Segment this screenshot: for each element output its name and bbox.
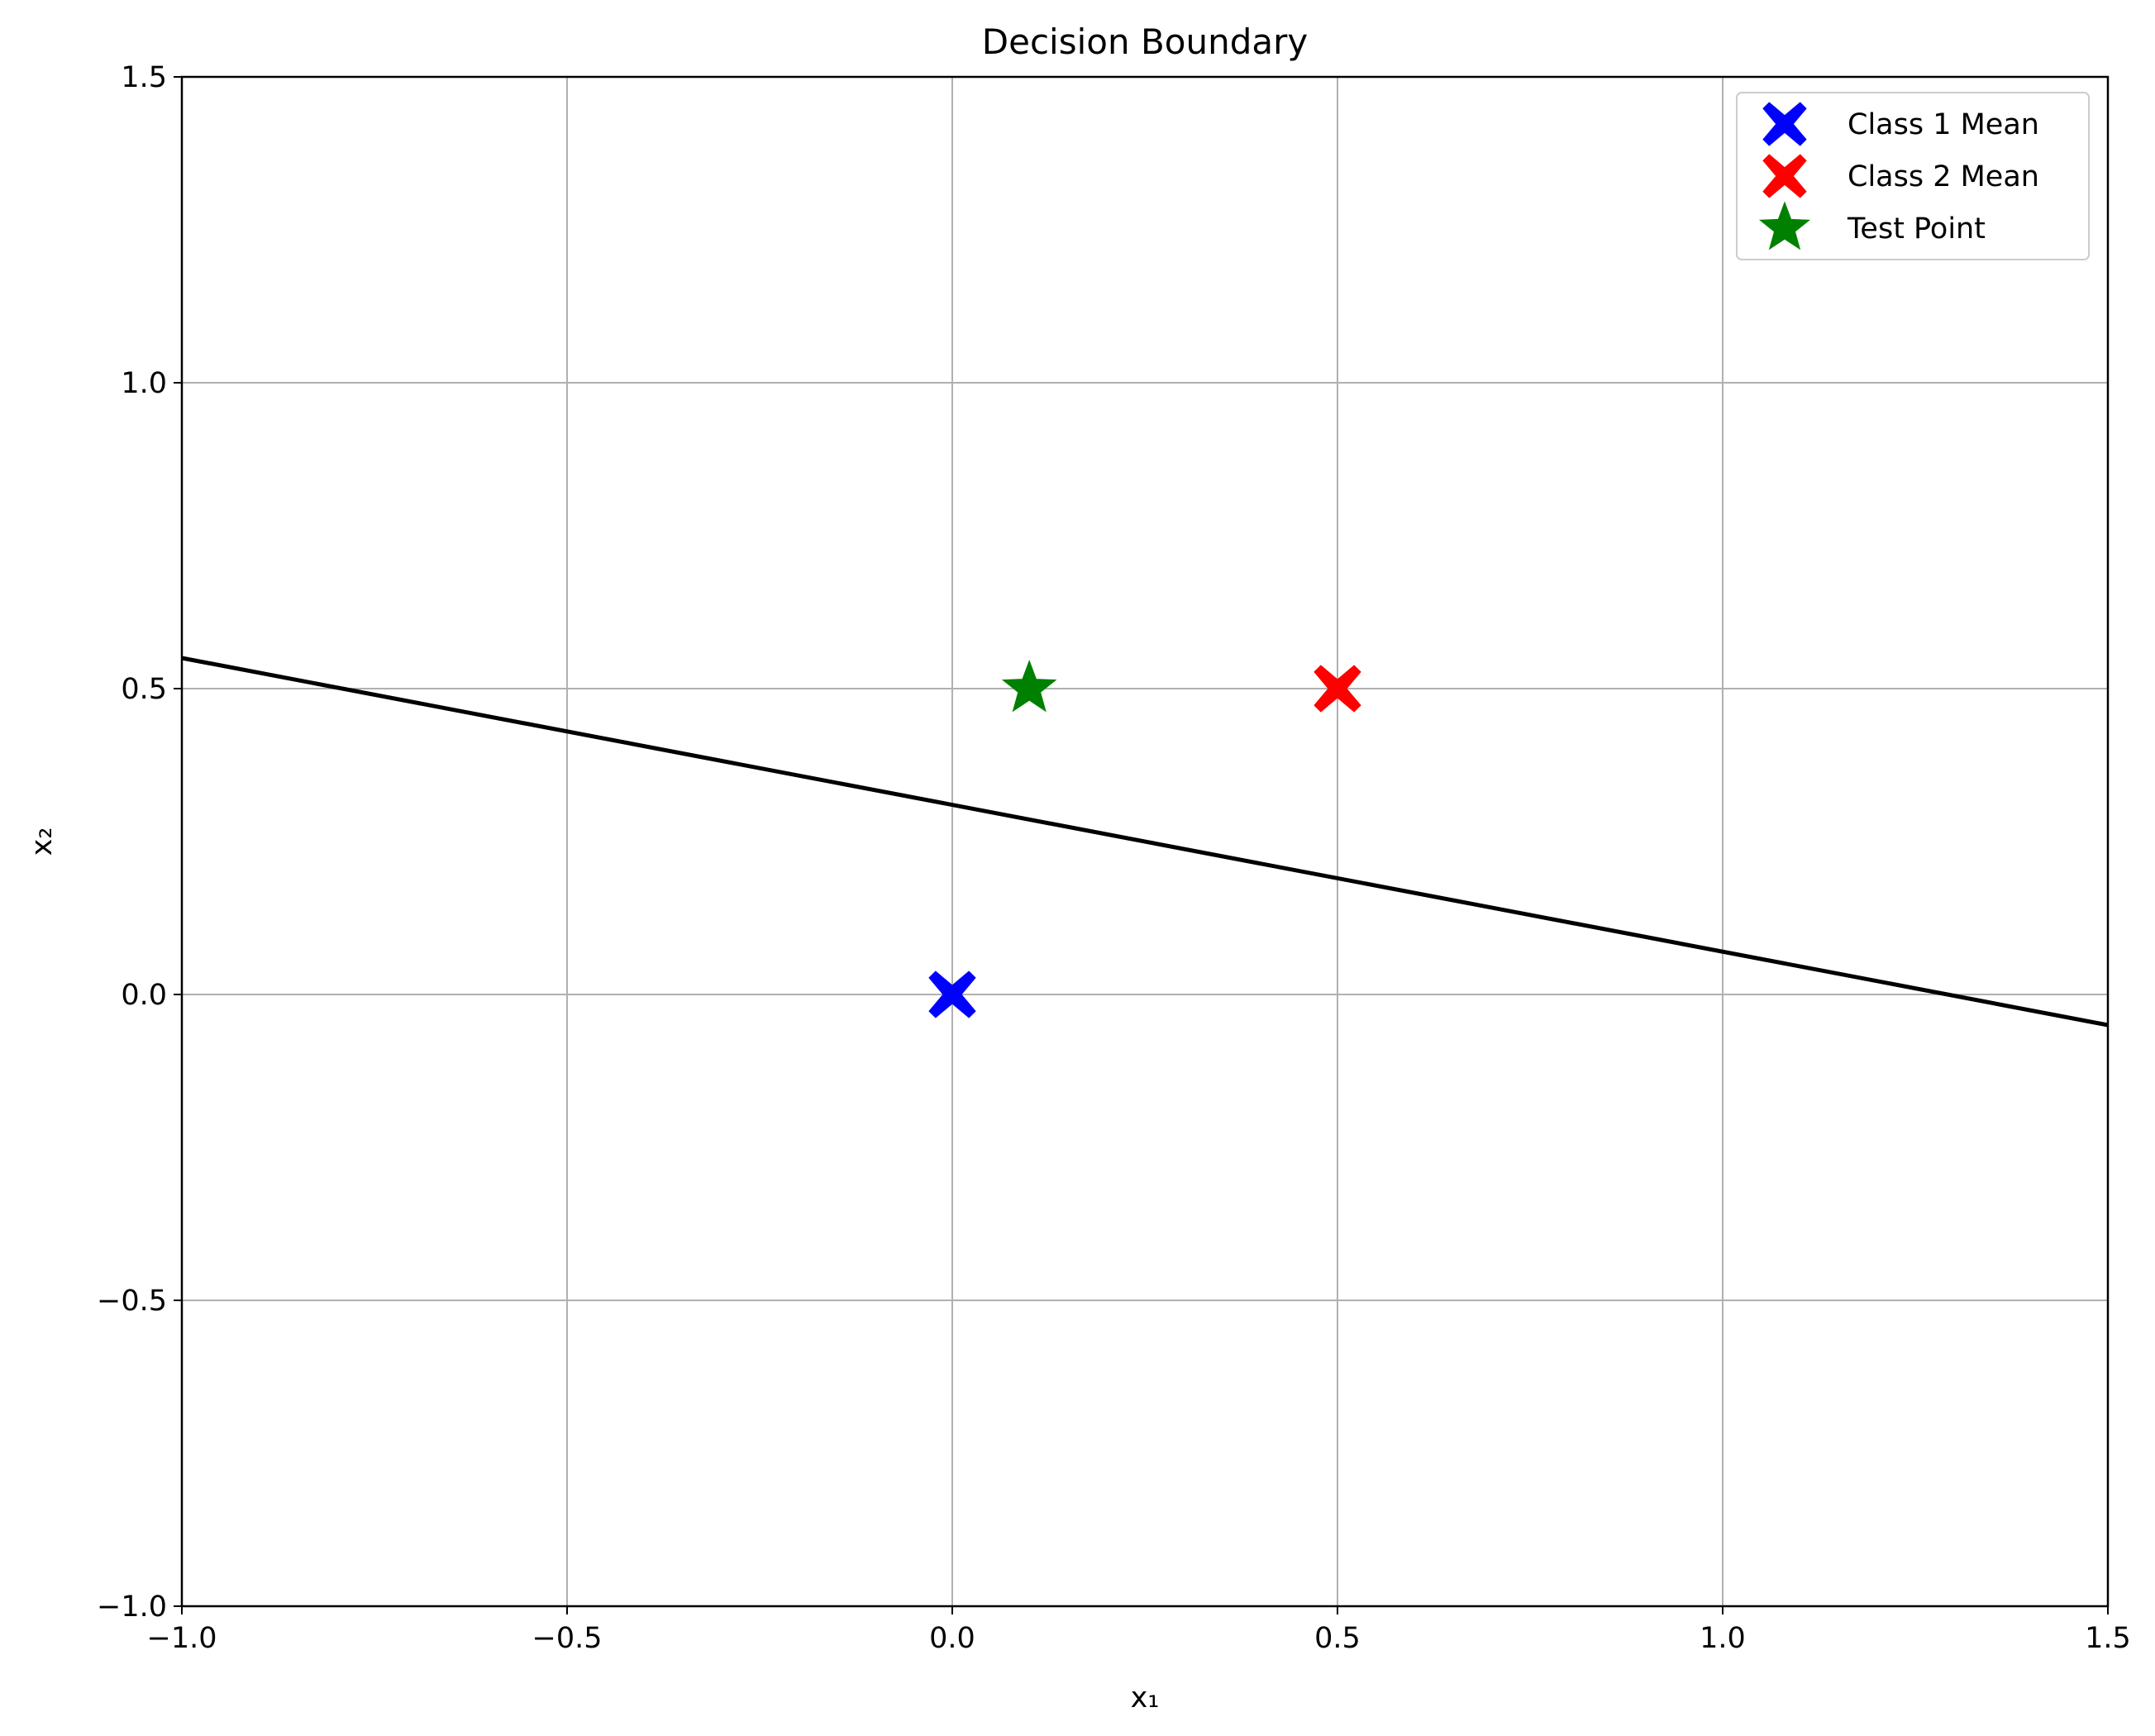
legend-marker-2: [1758, 201, 1811, 250]
y-tick-label-4: 1.0: [121, 367, 167, 400]
point-series-1-0: [1314, 665, 1361, 713]
x-axis-ticks: −1.0 −0.5 0.0 0.5 1.0 1.5: [147, 1606, 2131, 1655]
markers: [928, 659, 1361, 1018]
point-series-0-0: [928, 971, 976, 1018]
chart-title: Decision Boundary: [982, 21, 1308, 62]
y-tick-label-5: 1.5: [121, 61, 167, 94]
boundary-layer: [181, 656, 2109, 1028]
y-axis-title: x₂: [26, 827, 59, 856]
y-tick-label-0: −1.0: [97, 1591, 167, 1624]
x-tick-label-4: 1.0: [1700, 1622, 1746, 1655]
x-tick-label-3: 0.5: [1314, 1622, 1361, 1655]
grid: [181, 76, 2109, 1607]
point-series-2-0: [1001, 659, 1057, 713]
legend-label-1: Class 2 Mean: [1847, 160, 2039, 193]
legend-marker-0: [1762, 102, 1807, 146]
y-tick-label-3: 0.5: [121, 673, 167, 706]
legend-label-0: Class 1 Mean: [1847, 108, 2039, 141]
x-tick-label-2: 0.0: [929, 1622, 975, 1655]
plot-frame: [180, 75, 2110, 1608]
legend: Class 1 Mean Class 2 Mean Test Point: [1736, 92, 2090, 260]
legend-frame: [1736, 92, 2090, 260]
legend-label-2: Test Point: [1847, 212, 1986, 246]
x-tick-label-1: −0.5: [532, 1622, 603, 1655]
x-tick-label-5: 1.5: [2085, 1622, 2131, 1655]
decision-boundary-line: [181, 656, 2109, 1028]
legend-marker-1: [1762, 154, 1807, 198]
x-axis-title: x₁: [1131, 1681, 1160, 1715]
y-tick-label-1: −0.5: [97, 1285, 167, 1318]
y-axis-ticks: −1.0 −0.5 0.0 0.5 1.0 1.5: [97, 61, 182, 1624]
x-tick-label-0: −1.0: [147, 1622, 217, 1655]
y-tick-label-2: 0.0: [121, 979, 167, 1012]
